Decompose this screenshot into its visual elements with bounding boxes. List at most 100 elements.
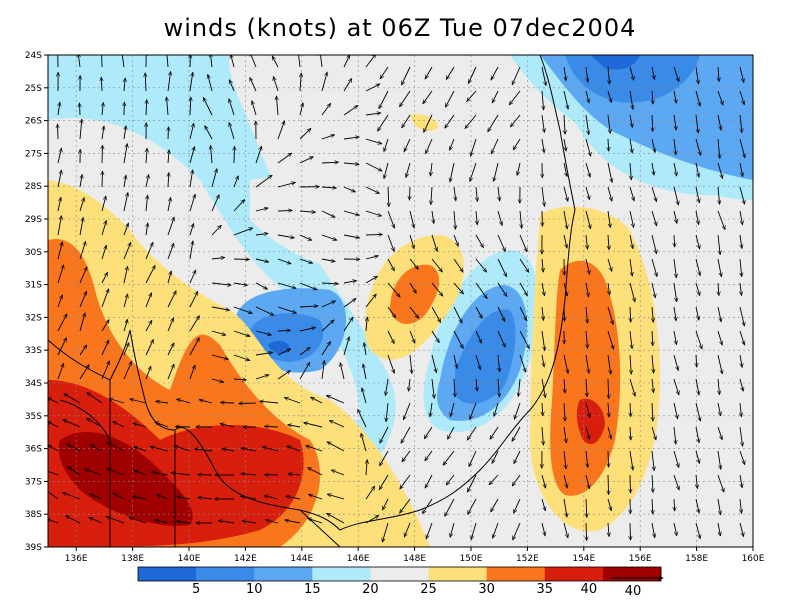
wind-arrow	[400, 474, 411, 489]
wind-arrow	[695, 282, 700, 296]
wind-arrow	[651, 450, 654, 471]
wind-arrow	[189, 170, 193, 188]
wind-arrow	[454, 210, 456, 229]
wind-arrow	[630, 402, 631, 417]
wind-arrow	[608, 402, 609, 417]
wind-arrow	[542, 258, 543, 272]
wind-arrow	[304, 423, 323, 428]
wind-arrow	[695, 234, 700, 249]
wind-arrow	[739, 330, 745, 345]
wind-arrow	[409, 306, 419, 318]
wind-arrow	[563, 498, 567, 517]
x-tick-label: 146E	[347, 554, 370, 564]
colorbar-label: 10	[246, 582, 263, 597]
wind-arrow	[608, 66, 610, 84]
wind-arrow	[519, 330, 530, 349]
wind-arrow	[146, 148, 147, 164]
wind-arrow	[146, 100, 147, 116]
wind-arrow	[607, 186, 612, 201]
wind-arrow	[189, 224, 194, 236]
wind-arrow	[717, 210, 725, 230]
wind-arrow	[152, 472, 169, 476]
wind-arrow	[409, 378, 411, 391]
wind-arrow	[277, 371, 290, 380]
wind-arrow	[255, 306, 274, 316]
wind-arrow	[586, 450, 588, 468]
wind-arrow	[286, 496, 301, 500]
wind-arrow	[327, 494, 345, 500]
colorbar-label: 35	[537, 582, 554, 597]
wind-arrow	[447, 426, 455, 439]
wind-arrow	[233, 283, 248, 285]
wind-arrow	[518, 378, 520, 397]
wind-arrow	[361, 433, 367, 452]
wind-arrow	[695, 522, 700, 539]
wind-arrow	[194, 449, 213, 452]
wind-arrow	[400, 426, 411, 443]
wind-arrow	[717, 90, 723, 105]
wind-arrow	[211, 282, 231, 285]
wind-arrow	[717, 450, 721, 469]
wind-arrow	[542, 354, 544, 367]
wind-arrow	[739, 378, 743, 391]
wind-arrow	[167, 71, 171, 92]
wind-arrow	[740, 402, 741, 417]
y-tick-label: 24S	[25, 51, 42, 61]
wind-arrow	[511, 426, 521, 441]
wind-arrow	[166, 55, 169, 68]
wind-arrow	[277, 330, 290, 331]
wind-arrow	[717, 354, 722, 374]
wind-arrow	[252, 101, 257, 116]
wind-arrow	[321, 103, 331, 116]
wind-arrow	[365, 113, 381, 115]
wind-arrow	[331, 470, 345, 476]
wind-arrow	[542, 90, 544, 110]
wind-arrow	[320, 55, 322, 68]
wind-arrow	[695, 162, 699, 177]
wind-arrow	[541, 522, 545, 536]
wind-arrow	[563, 282, 567, 296]
wind-arrow	[673, 474, 679, 490]
wind-arrow	[740, 498, 742, 513]
wind-arrow	[717, 426, 722, 440]
wind-arrow	[211, 257, 225, 259]
wind-arrow	[365, 256, 378, 260]
wind-arrow	[211, 354, 229, 359]
wind-arrow	[242, 521, 257, 523]
wind-arrow	[541, 378, 545, 398]
wind-arrow	[113, 421, 125, 428]
wind-arrow	[366, 317, 367, 332]
wind-arrow	[652, 114, 653, 131]
wind-arrow	[241, 448, 257, 452]
wind-arrow	[321, 360, 324, 380]
wind-arrow	[321, 135, 335, 140]
wind-arrow	[48, 470, 59, 476]
wind-arrow	[401, 66, 411, 85]
wind-arrow	[299, 156, 313, 164]
colorbar-segment	[254, 567, 313, 581]
colorbar-segment	[602, 567, 662, 581]
wind-arrow	[652, 354, 654, 373]
wind-arrow	[652, 330, 653, 346]
wind-arrow	[384, 138, 389, 152]
wind-arrow	[450, 522, 455, 537]
colorbar-segment	[312, 567, 371, 581]
wind-arrow	[541, 330, 545, 351]
wind-arrow	[695, 90, 700, 106]
wind-arrow	[189, 316, 199, 332]
wind-arrow	[123, 242, 131, 260]
wind-arrow	[674, 234, 675, 247]
wind-arrow	[327, 512, 345, 524]
wind-arrow	[564, 66, 566, 81]
wind-arrow	[695, 378, 699, 395]
wind-arrow	[475, 258, 487, 272]
wind-arrow	[519, 234, 527, 252]
wind-arrow	[630, 426, 631, 440]
wind-arrow	[260, 401, 279, 403]
wind-arrow	[430, 402, 432, 417]
wind-arrow	[542, 138, 544, 153]
wind-arrow	[476, 378, 477, 391]
wind-arrow	[262, 447, 279, 452]
wind-arrow	[695, 114, 698, 133]
wind-arrow	[424, 66, 433, 79]
